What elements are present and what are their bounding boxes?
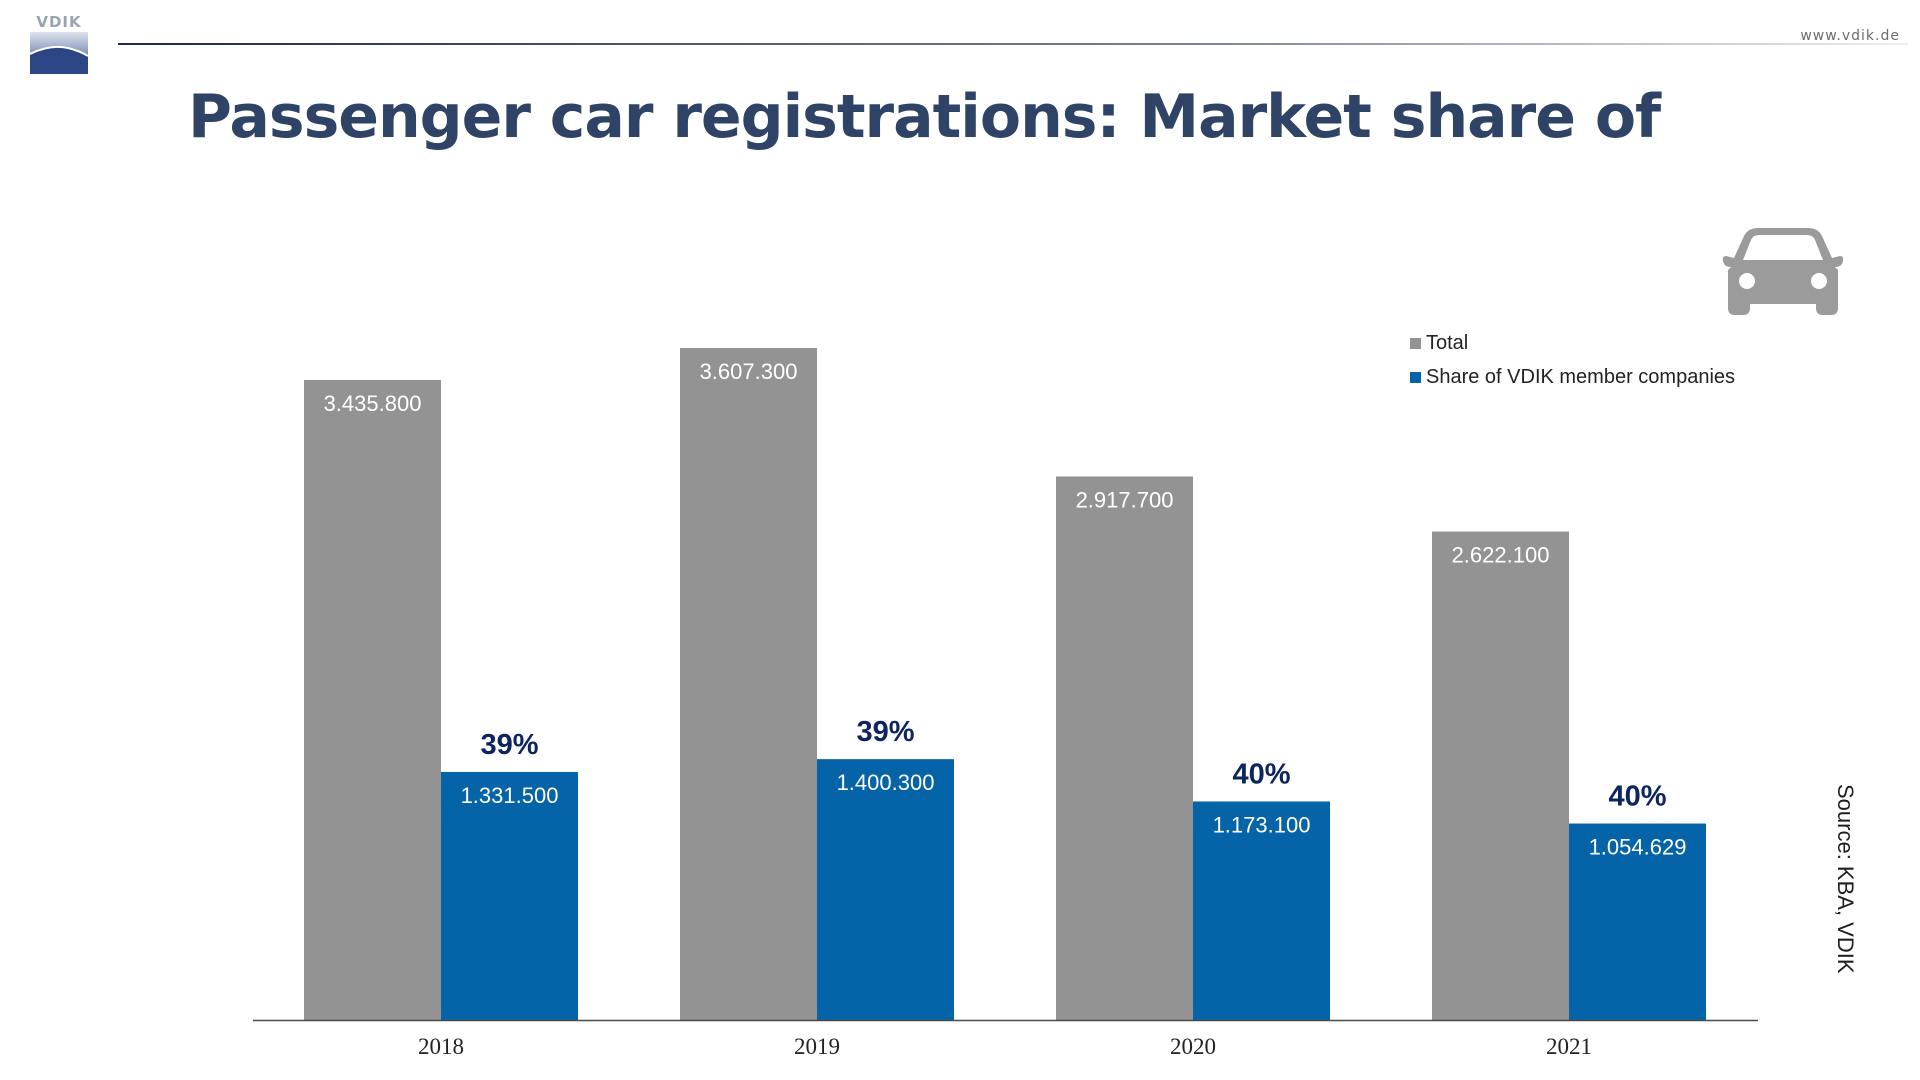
data-label-share-2019: 1.400.300	[837, 770, 935, 795]
chart-legend: Total Share of VDIK member companies	[1410, 326, 1735, 394]
percent-label-2021: 40%	[1608, 781, 1666, 813]
bar-total-2020	[1056, 476, 1193, 1020]
bar-share-2018	[441, 771, 578, 1020]
data-label-share-2021: 1.054.629	[1589, 835, 1687, 860]
logo-emblem	[30, 32, 88, 74]
legend-item-total: Total	[1410, 326, 1735, 360]
percent-label-2019: 39%	[856, 716, 914, 748]
legend-label-total: Total	[1426, 331, 1469, 354]
legend-item-share: Share of VDIK member companies	[1410, 360, 1735, 394]
data-label-total-2020: 2.917.700	[1076, 487, 1174, 512]
page-title: Passenger car registrations: Market shar…	[188, 82, 1661, 152]
data-label-total-2021: 2.622.100	[1452, 543, 1550, 568]
x-tick-label-2018: 2018	[418, 1034, 464, 1059]
vdik-logo: VDIK	[30, 14, 88, 74]
bar-share-2021	[1569, 823, 1706, 1020]
x-tick-label-2020: 2020	[1170, 1034, 1216, 1059]
legend-label-share: Share of VDIK member companies	[1426, 365, 1736, 388]
x-tick-label-2019: 2019	[794, 1034, 840, 1059]
source-note: Source: KBA, VDIK	[1833, 784, 1858, 974]
data-label-share-2020: 1.173.100	[1213, 812, 1311, 837]
data-label-total-2019: 3.607.300	[700, 359, 798, 384]
logo-text: VDIK	[36, 13, 82, 31]
bar-total-2018	[304, 379, 441, 1020]
header-divider	[118, 43, 1908, 45]
legend-swatch-share	[1410, 371, 1421, 383]
bar-total-2019	[680, 348, 817, 1020]
percent-label-2018: 39%	[480, 729, 538, 761]
website-url: www.vdik.de	[1800, 28, 1900, 44]
data-label-total-2018: 3.435.800	[324, 391, 422, 416]
bar-total-2021	[1432, 531, 1569, 1020]
car-icon	[1722, 226, 1844, 316]
bar-share-2019	[817, 759, 954, 1020]
legend-swatch-total	[1410, 337, 1421, 349]
data-label-share-2018: 1.331.500	[461, 783, 559, 808]
percent-label-2020: 40%	[1232, 758, 1290, 790]
x-tick-label-2021: 2021	[1546, 1034, 1592, 1059]
bar-share-2020	[1193, 801, 1330, 1020]
